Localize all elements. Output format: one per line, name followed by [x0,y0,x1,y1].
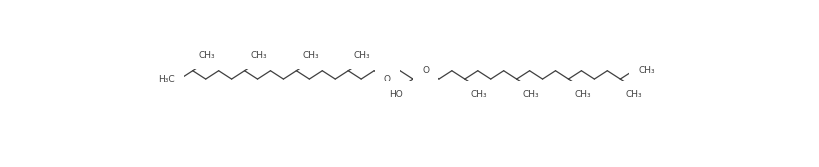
Text: H₃C: H₃C [158,75,174,84]
Text: CH₃: CH₃ [354,51,370,60]
Text: CH₃: CH₃ [198,51,215,60]
Text: CH₃: CH₃ [470,90,486,99]
Text: CH₃: CH₃ [522,90,538,99]
Text: CH₃: CH₃ [250,51,266,60]
Text: O: O [422,66,429,75]
Text: CH₃: CH₃ [573,90,590,99]
Text: CH₃: CH₃ [301,51,319,60]
Text: CH₃: CH₃ [637,66,654,75]
Text: CH₃: CH₃ [625,90,642,99]
Text: HO: HO [389,90,402,99]
Text: O: O [383,75,390,84]
